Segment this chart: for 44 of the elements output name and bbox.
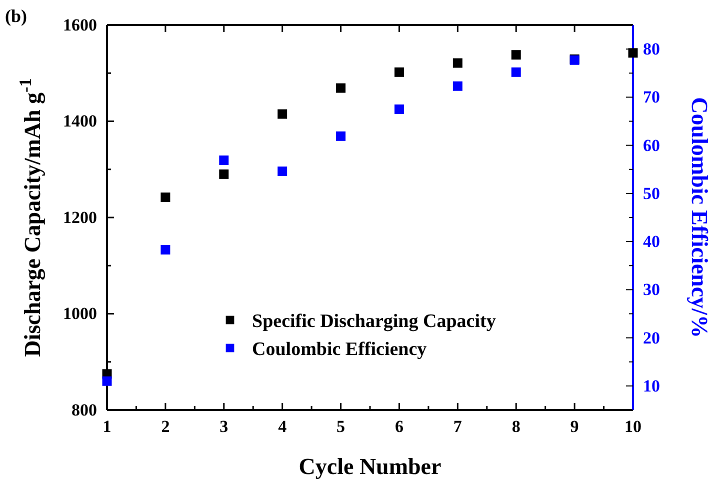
y2-tick-label: 20 xyxy=(643,328,660,348)
point xyxy=(336,83,346,93)
y2-tick-label: 30 xyxy=(643,280,660,300)
point xyxy=(394,67,404,77)
legend-label: Coulombic Efficiency xyxy=(252,339,428,360)
x-tick-label: 6 xyxy=(394,417,404,436)
point xyxy=(219,155,229,165)
point xyxy=(511,50,521,60)
point xyxy=(160,245,170,254)
x-tick-label: 4 xyxy=(278,417,288,436)
y-tick-label: 1200 xyxy=(63,208,97,227)
y-tick-label: 1000 xyxy=(63,304,97,324)
point xyxy=(336,131,346,141)
x-tick-label: 1 xyxy=(102,417,112,436)
y2-tick-label: 60 xyxy=(643,136,660,155)
point xyxy=(452,58,462,68)
x-tick-label: 5 xyxy=(336,417,346,436)
point xyxy=(394,104,404,114)
y2-tick-label: 80 xyxy=(643,40,660,59)
y2-axis-title: Coulombic Efficiency/% xyxy=(687,97,710,338)
point xyxy=(278,166,288,176)
point xyxy=(452,81,462,91)
point xyxy=(160,192,170,202)
y2-tick-label: 40 xyxy=(643,232,660,252)
y2-tick-label: 50 xyxy=(643,184,660,203)
x-tick-label: 3 xyxy=(220,417,228,436)
point xyxy=(102,376,112,386)
y-tick-label: 1600 xyxy=(63,15,97,34)
point xyxy=(278,109,288,119)
point xyxy=(219,169,229,179)
point xyxy=(628,48,638,58)
y2-tick-label: 70 xyxy=(643,88,660,107)
x-tick-label: 7 xyxy=(453,417,462,436)
x-tick-label: 10 xyxy=(624,417,642,436)
y-tick-label: 1400 xyxy=(63,112,97,131)
y2-tick-label: 10 xyxy=(643,376,660,396)
x-tick-label: 8 xyxy=(512,417,520,436)
x-tick-label: 9 xyxy=(570,417,579,436)
x-tick-label: 2 xyxy=(161,417,170,436)
point xyxy=(511,67,521,77)
y-tick-label: 800 xyxy=(72,400,97,420)
chart-title: (b) xyxy=(5,6,28,26)
x-axis-title: Cycle Number xyxy=(298,454,442,479)
legend-label: Specific Discharging Capacity xyxy=(252,311,496,332)
